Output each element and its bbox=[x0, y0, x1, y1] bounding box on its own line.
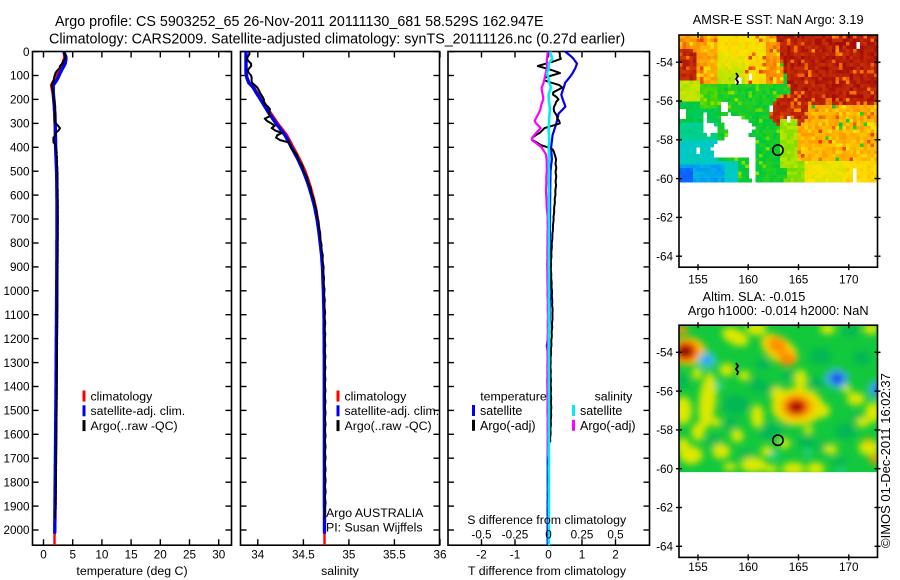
svg-text:1600: 1600 bbox=[3, 429, 30, 442]
svg-text:200: 200 bbox=[10, 94, 30, 107]
svg-text:165: 165 bbox=[789, 561, 809, 574]
svg-text:-56: -56 bbox=[656, 385, 673, 398]
svg-text:Argo h1000: -0.014 h2000: NaN: Argo h1000: -0.014 h2000: NaN bbox=[688, 303, 869, 318]
svg-text:-54: -54 bbox=[656, 347, 673, 360]
svg-text:-58: -58 bbox=[656, 424, 673, 437]
svg-text:170: 170 bbox=[839, 274, 859, 287]
svg-text:400: 400 bbox=[10, 142, 30, 155]
svg-text:0.25: 0.25 bbox=[571, 529, 594, 542]
svg-text:-64: -64 bbox=[656, 541, 673, 554]
svg-text:-60: -60 bbox=[656, 173, 673, 186]
svg-text:1400: 1400 bbox=[3, 381, 30, 394]
svg-text:-0.5: -0.5 bbox=[471, 529, 492, 542]
svg-text:35.5: 35.5 bbox=[383, 549, 406, 562]
svg-text:34.5: 34.5 bbox=[292, 549, 315, 562]
svg-text:160: 160 bbox=[738, 561, 758, 574]
svg-text:1200: 1200 bbox=[3, 333, 30, 346]
svg-text:-58: -58 bbox=[656, 134, 673, 147]
svg-text:-1: -1 bbox=[510, 549, 520, 562]
svg-text:0: 0 bbox=[545, 549, 552, 562]
svg-text:Argo(-adj): Argo(-adj) bbox=[480, 419, 536, 433]
svg-text:0: 0 bbox=[545, 529, 552, 542]
svg-text:salinity: salinity bbox=[595, 390, 634, 404]
svg-text:2000: 2000 bbox=[3, 524, 30, 537]
svg-text:36: 36 bbox=[433, 549, 446, 562]
svg-text:temperature: temperature bbox=[480, 390, 547, 404]
svg-text:35: 35 bbox=[342, 549, 356, 562]
svg-text:Argo AUSTRALIA: Argo AUSTRALIA bbox=[326, 506, 424, 520]
svg-text:Argo profile: CS 5903252_65 26: Argo profile: CS 5903252_65 26-Nov-2011 … bbox=[55, 14, 544, 30]
svg-text:30: 30 bbox=[212, 549, 226, 562]
svg-text:satellite: satellite bbox=[480, 404, 522, 418]
svg-text:-54: -54 bbox=[656, 56, 673, 69]
svg-text:25: 25 bbox=[183, 549, 197, 562]
svg-text:Argo(..raw -QC): Argo(..raw -QC) bbox=[345, 419, 432, 433]
svg-text:15: 15 bbox=[125, 549, 139, 562]
svg-text:AMSR-E SST: NaN Argo: 3.19: AMSR-E SST: NaN Argo: 3.19 bbox=[693, 12, 864, 27]
svg-text:1500: 1500 bbox=[3, 405, 30, 418]
svg-text:-0.25: -0.25 bbox=[502, 529, 529, 542]
svg-text:climatology: climatology bbox=[345, 389, 408, 403]
svg-text:-62: -62 bbox=[656, 502, 673, 515]
svg-text:10: 10 bbox=[95, 549, 109, 562]
svg-text:0: 0 bbox=[23, 46, 30, 59]
svg-text:700: 700 bbox=[10, 213, 30, 226]
svg-text:155: 155 bbox=[688, 561, 708, 574]
svg-text:satellite-adj. clim.: satellite-adj. clim. bbox=[91, 404, 186, 418]
svg-text:1: 1 bbox=[579, 549, 586, 562]
svg-text:100: 100 bbox=[10, 70, 30, 83]
svg-text:20: 20 bbox=[154, 549, 168, 562]
svg-text:900: 900 bbox=[10, 261, 30, 274]
svg-text:-62: -62 bbox=[656, 212, 673, 225]
svg-text:1800: 1800 bbox=[3, 476, 30, 489]
svg-text:300: 300 bbox=[10, 118, 30, 131]
svg-text:Altim. SLA: -0.015: Altim. SLA: -0.015 bbox=[703, 289, 806, 304]
svg-text:34: 34 bbox=[251, 549, 265, 562]
svg-text:satellite-adj. clim.: satellite-adj. clim. bbox=[345, 404, 440, 418]
svg-text:-60: -60 bbox=[656, 463, 673, 476]
svg-text:salinity: salinity bbox=[321, 564, 360, 578]
svg-text:170: 170 bbox=[839, 561, 859, 574]
svg-text:S difference from climatology: S difference from climatology bbox=[467, 513, 627, 527]
svg-text:2: 2 bbox=[612, 549, 619, 562]
svg-text:Climatology: CARS2009. Satelli: Climatology: CARS2009. Satellite-adjuste… bbox=[49, 32, 625, 48]
svg-text:satellite: satellite bbox=[580, 404, 622, 418]
svg-text:-2: -2 bbox=[476, 549, 486, 562]
svg-text:1000: 1000 bbox=[3, 285, 30, 298]
svg-text:1700: 1700 bbox=[3, 452, 30, 465]
svg-text:1300: 1300 bbox=[3, 357, 30, 370]
svg-text:1100: 1100 bbox=[4, 309, 30, 322]
svg-text:temperature (deg C): temperature (deg C) bbox=[76, 564, 187, 578]
svg-text:160: 160 bbox=[738, 274, 758, 287]
svg-text:600: 600 bbox=[10, 189, 30, 202]
svg-text:1900: 1900 bbox=[3, 500, 30, 513]
svg-text:climatology: climatology bbox=[91, 389, 154, 403]
svg-text:©IMOS 01-Dec-2011 16:02:37: ©IMOS 01-Dec-2011 16:02:37 bbox=[878, 373, 893, 548]
svg-text:500: 500 bbox=[10, 165, 30, 178]
svg-text:PI: Susan Wijffels: PI: Susan Wijffels bbox=[326, 521, 423, 535]
svg-text:5: 5 bbox=[69, 549, 76, 562]
svg-text:T difference from climatology: T difference from climatology bbox=[468, 564, 627, 578]
svg-text:-64: -64 bbox=[656, 250, 673, 263]
svg-text:-56: -56 bbox=[656, 95, 673, 108]
svg-text:Argo(-adj): Argo(-adj) bbox=[580, 419, 636, 433]
svg-text:800: 800 bbox=[10, 237, 30, 250]
svg-text:155: 155 bbox=[688, 274, 708, 287]
svg-text:Argo(..raw -QC): Argo(..raw -QC) bbox=[91, 419, 178, 433]
svg-text:0.5: 0.5 bbox=[607, 529, 624, 542]
svg-text:0: 0 bbox=[40, 549, 47, 562]
svg-text:165: 165 bbox=[789, 274, 809, 287]
